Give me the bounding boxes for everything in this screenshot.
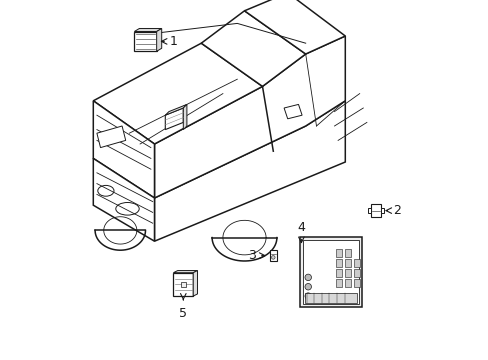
Polygon shape: [173, 271, 197, 273]
Polygon shape: [165, 108, 183, 130]
Text: 5: 5: [179, 307, 187, 320]
FancyBboxPatch shape: [353, 259, 359, 267]
Polygon shape: [93, 43, 262, 144]
Text: 2: 2: [392, 204, 400, 217]
FancyBboxPatch shape: [181, 282, 185, 287]
Polygon shape: [165, 104, 186, 115]
Polygon shape: [173, 273, 193, 296]
Polygon shape: [269, 250, 276, 261]
FancyBboxPatch shape: [335, 259, 342, 267]
Polygon shape: [156, 28, 162, 51]
Polygon shape: [284, 104, 302, 119]
Polygon shape: [183, 104, 186, 130]
Text: 1: 1: [169, 35, 177, 48]
Text: 3: 3: [248, 249, 256, 262]
Circle shape: [271, 256, 275, 259]
Text: 4: 4: [297, 221, 305, 234]
FancyBboxPatch shape: [344, 259, 350, 267]
FancyBboxPatch shape: [300, 237, 361, 307]
FancyBboxPatch shape: [353, 279, 359, 287]
FancyBboxPatch shape: [344, 279, 350, 287]
Polygon shape: [367, 208, 370, 213]
Polygon shape: [244, 0, 345, 54]
FancyBboxPatch shape: [353, 269, 359, 277]
Polygon shape: [370, 204, 381, 217]
Polygon shape: [201, 11, 305, 86]
FancyBboxPatch shape: [305, 292, 356, 303]
FancyBboxPatch shape: [344, 249, 350, 257]
Circle shape: [305, 274, 311, 281]
Polygon shape: [154, 101, 345, 241]
Polygon shape: [154, 36, 345, 198]
Circle shape: [305, 284, 311, 290]
FancyBboxPatch shape: [335, 269, 342, 277]
Polygon shape: [97, 126, 125, 148]
FancyBboxPatch shape: [303, 240, 358, 304]
FancyBboxPatch shape: [344, 269, 350, 277]
Polygon shape: [93, 158, 154, 241]
FancyBboxPatch shape: [335, 249, 342, 257]
Polygon shape: [93, 101, 154, 198]
FancyBboxPatch shape: [335, 279, 342, 287]
Circle shape: [305, 293, 311, 300]
Polygon shape: [193, 271, 197, 296]
Polygon shape: [134, 31, 156, 51]
Polygon shape: [134, 28, 162, 31]
Polygon shape: [381, 208, 383, 213]
